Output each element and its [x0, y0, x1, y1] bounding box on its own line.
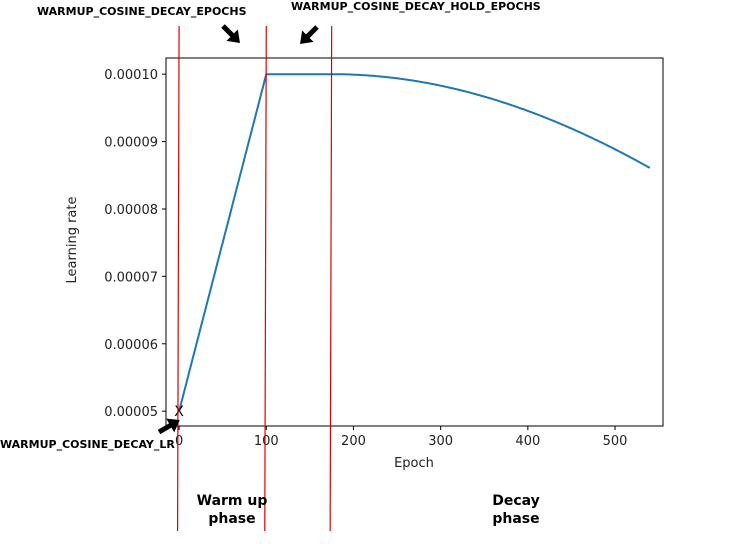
y-axis-label: Learning rate: [65, 197, 80, 284]
phase-boundary-line: [329, 25, 333, 532]
series-line: [178, 73, 651, 412]
phase-boundaries: [176, 25, 333, 532]
phase-label-warmup-line1: Warm up: [197, 493, 268, 509]
phase-label-decay-line1: Decay: [492, 493, 540, 509]
annotation-warmup-cosine-decay-lr: WARMUP_COSINE_DECAY_LR: [0, 438, 175, 451]
annotation-warmup-cosine-decay-hold-epochs: WARMUP_COSINE_DECAY_HOLD_EPOCHS: [291, 0, 541, 13]
arrow-decay-lr: [157, 418, 180, 435]
y-tick-label: 0.00007: [104, 270, 158, 285]
plot-area: [165, 57, 664, 427]
phase-label-decay-line2: phase: [492, 511, 539, 527]
phase-label-warmup-line2: phase: [208, 511, 255, 527]
arrow-icon: [157, 418, 180, 435]
axis-ticks: 0 100 200 300 400 500 0.00005 0.00006 0.00007 0.0…: [104, 68, 627, 449]
arrow-hold-epochs: [300, 25, 319, 44]
x-tick-label: 300: [428, 434, 453, 449]
series-layer: X: [174, 73, 651, 420]
x-tick-label: 400: [515, 434, 540, 449]
y-tick-label: 0.00009: [104, 136, 158, 151]
x-tick-label: 0: [175, 434, 183, 449]
y-tick-label: 0.00010: [104, 68, 158, 83]
arrow-icon: [221, 24, 240, 43]
phase-boundary-line: [264, 25, 267, 532]
arrow-icon: [300, 25, 319, 44]
annotation-warmup-cosine-decay-epochs: WARMUP_COSINE_DECAY_EPOCHS: [37, 5, 247, 18]
x-axis-label: Epoch: [394, 456, 434, 471]
x-tick-label: 500: [603, 434, 628, 449]
arrow-decay-epochs: [221, 24, 240, 43]
y-tick-label: 0.00006: [104, 338, 158, 353]
y-tick-label: 0.00005: [104, 405, 158, 420]
phase-boundary-line: [176, 25, 180, 532]
y-tick-label: 0.00008: [104, 203, 158, 218]
x-tick-label: 100: [254, 434, 279, 449]
x-tick-label: 200: [341, 434, 366, 449]
start-marker: X: [174, 404, 184, 420]
